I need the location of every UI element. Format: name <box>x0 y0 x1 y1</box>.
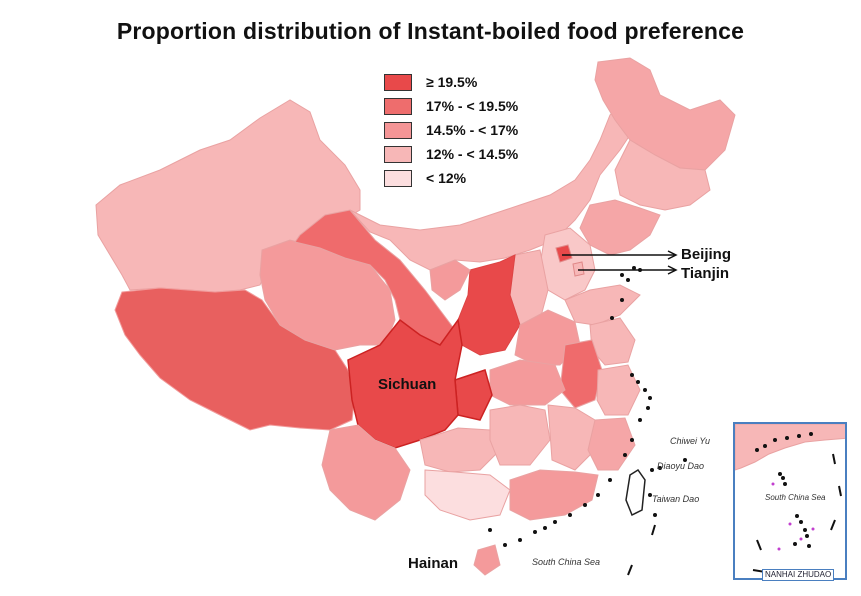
inset-sea-label: South China Sea <box>765 493 826 502</box>
label-chiwei-yu: Chiwei Yu <box>670 436 711 446</box>
region-guangxi <box>424 469 511 521</box>
region-shaanxi <box>457 254 521 356</box>
legend-label: 12% - < 14.5% <box>426 146 519 162</box>
label-sichuan: Sichuan <box>378 376 437 393</box>
legend-label: 14.5% - < 17% <box>426 122 519 138</box>
region-guangdong <box>509 469 599 521</box>
label-tianjin: Tianjin <box>681 265 730 282</box>
region-hunan <box>489 404 551 466</box>
inset-islands <box>755 432 813 548</box>
inset-map: South China Sea <box>735 424 845 573</box>
legend-item: < 12% <box>384 166 518 190</box>
label-south-china-sea: South China Sea <box>532 557 601 567</box>
inset-reefs <box>771 482 815 551</box>
region-jilin <box>614 139 711 211</box>
legend-item: 12% - < 14.5% <box>384 142 518 166</box>
nanhai-zhudao-label: NANHAI ZHUDAO <box>762 569 835 581</box>
legend: ≥ 19.5% 17% - < 19.5% 14.5% - < 17% 12% … <box>384 70 518 190</box>
region-hubei <box>489 359 566 406</box>
label-beijing: Beijing <box>681 246 732 263</box>
region-tianjin <box>572 261 585 277</box>
south-china-sea-inset: South China Sea <box>733 422 847 580</box>
region-chongqing <box>454 369 493 421</box>
region-fujian <box>587 417 636 471</box>
inset-coast <box>735 424 845 471</box>
legend-swatch <box>384 73 412 91</box>
region-zhejiang <box>596 364 641 416</box>
region-tibet <box>114 287 356 431</box>
region-guizhou <box>419 427 501 473</box>
region-liaoning <box>579 199 661 256</box>
map-title: Proportion distribution of Instant-boile… <box>116 18 745 44</box>
nine-dash-line <box>627 524 656 576</box>
region-anhui <box>559 339 603 409</box>
legend-item: 14.5% - < 17% <box>384 118 518 142</box>
legend-label: 17% - < 19.5% <box>426 98 519 114</box>
label-diaoyu-dao: Diaoyu Dao <box>657 461 705 471</box>
region-yunnan <box>321 424 411 521</box>
legend-swatch <box>384 97 412 115</box>
legend-label: ≥ 19.5% <box>426 74 478 90</box>
region-hainan <box>473 544 501 576</box>
label-hainan: Hainan <box>408 555 459 572</box>
legend-swatch <box>384 145 412 163</box>
legend-item: ≥ 19.5% <box>384 70 518 94</box>
legend-label: < 12% <box>426 170 467 186</box>
label-taiwan-dao: Taiwan Dao <box>652 494 700 504</box>
pointer-arrows <box>562 250 678 275</box>
region-shandong <box>564 284 641 326</box>
inset-dash-line <box>752 453 842 573</box>
legend-item: 17% - < 19.5% <box>384 94 518 118</box>
region-taiwan <box>625 468 646 517</box>
region-beijing <box>555 244 573 263</box>
coastal-islands <box>488 266 687 547</box>
region-jiangxi <box>547 404 596 471</box>
legend-swatch <box>384 169 412 187</box>
region-ningxia <box>429 259 471 301</box>
legend-swatch <box>384 121 412 139</box>
region-heilongjiang <box>594 57 736 171</box>
